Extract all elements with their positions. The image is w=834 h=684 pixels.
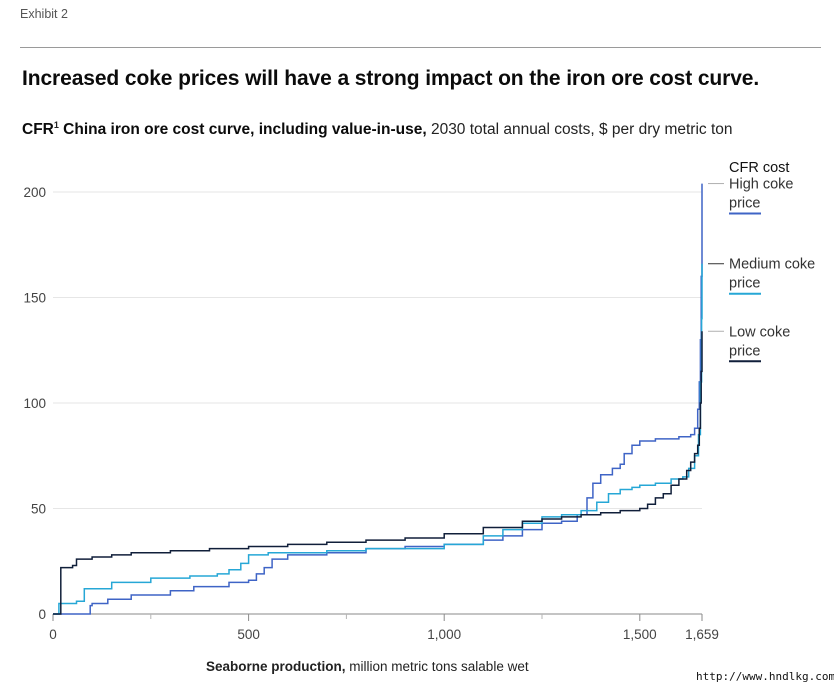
chart-title: Increased coke prices will have a strong…	[22, 67, 760, 90]
y-tick-label-100: 100	[23, 396, 46, 411]
y-tick-label-50: 50	[31, 502, 46, 517]
x-tick-label-500: 500	[237, 627, 260, 642]
x-tick-label-1500: 1,500	[623, 627, 657, 642]
legend-label-1-line2: price	[729, 276, 760, 292]
legend-label-0-line2: price	[729, 196, 760, 212]
legend-label-1-line1: Medium coke	[729, 257, 815, 273]
series-line-1	[53, 263, 703, 615]
gridlines	[53, 191, 702, 509]
watermark: http://www.hndlkg.com	[696, 670, 834, 683]
y-tick-label-150: 150	[23, 291, 46, 306]
legend-title: CFR cost	[729, 160, 789, 176]
x-axis-caption: Seaborne production, million metric tons…	[206, 659, 529, 674]
exhibit-label: Exhibit 2	[20, 7, 68, 21]
legend-label-2-line2: price	[729, 343, 760, 359]
y-tick-label-0: 0	[38, 607, 46, 622]
subtitle-bold: CFR	[22, 121, 54, 139]
x-axis: 0 500 1,000 1,500 1,659	[49, 613, 719, 642]
series-line-0	[53, 183, 703, 615]
header-divider	[20, 47, 821, 48]
footnote-marker: 1	[53, 120, 59, 130]
y-axis-ticks: 0 50 100 150 200	[23, 185, 46, 622]
chart-subtitle: CFR1 China iron ore cost curve, includin…	[22, 120, 733, 139]
x-axis-caption-rest: million metric tons salable wet	[345, 659, 529, 674]
x-tick-label-1000: 1,000	[427, 627, 461, 642]
subtitle-rest: 2030 total annual costs, $ per dry metri…	[426, 121, 733, 139]
series-line-2	[53, 331, 703, 615]
x-tick-label-0: 0	[49, 627, 57, 642]
y-tick-label-200: 200	[23, 185, 46, 200]
series-lines	[53, 183, 703, 615]
subtitle-bold-rest: China iron ore cost curve, including val…	[58, 121, 427, 139]
legend-label-0-line1: High coke	[729, 177, 793, 193]
x-axis-caption-bold: Seaborne production,	[206, 659, 346, 674]
legend-label-2-line1: Low coke	[729, 324, 790, 340]
x-tick-label-1659: 1,659	[685, 627, 719, 642]
